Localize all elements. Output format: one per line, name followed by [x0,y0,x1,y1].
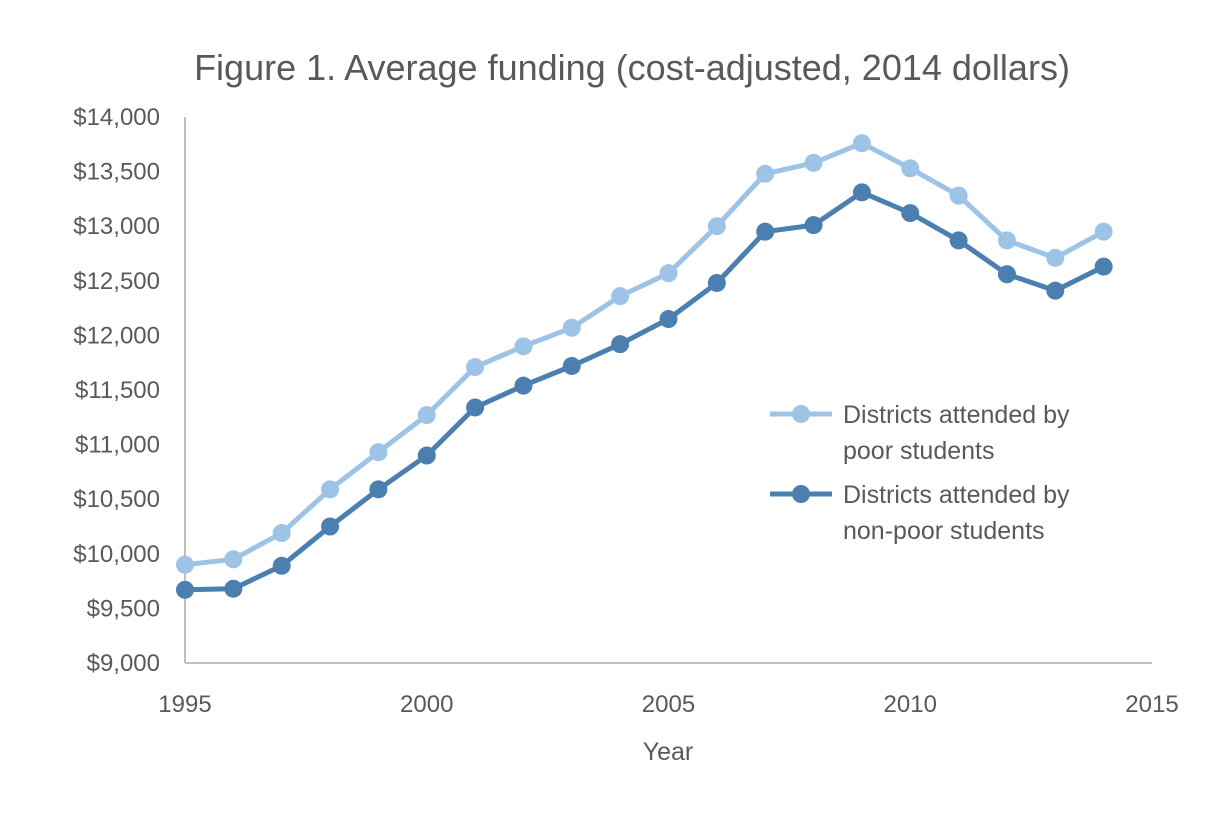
series-1-line [184,140,1105,568]
data-point [466,398,485,417]
data-point [321,517,340,536]
legend-marker-2 [792,485,810,503]
y-tick-label: $10,500 [73,486,160,513]
data-point [659,310,678,329]
data-point [707,217,726,236]
data-point [224,579,243,598]
legend-marker-1 [792,405,810,423]
y-tick-label: $12,000 [73,322,160,349]
data-point [997,231,1016,250]
x-axis-tick-labels: 1995 2000 2005 2010 2015 [158,691,1178,718]
y-tick-label: $11,500 [75,377,160,404]
data-point [949,186,968,205]
y-tick-label: $12,500 [73,268,160,295]
chart-title: Figure 1. Average funding (cost-adjusted… [194,47,1070,88]
y-tick-label: $9,000 [87,650,160,677]
legend-label-2: Districts attended by [843,481,1070,509]
data-point [852,183,871,202]
data-point [321,480,340,499]
data-point [272,556,291,575]
data-point [514,376,533,395]
data-point [369,480,388,499]
y-tick-label: $13,000 [73,213,160,240]
legend: Districts attended by poor students Distri… [770,401,1070,545]
data-point [756,164,775,183]
x-tick-label: 2000 [400,691,453,718]
data-point [176,580,194,599]
y-tick-label: $10,000 [73,541,160,568]
data-point [611,335,630,354]
data-point [1094,222,1113,241]
legend-label-2: non-poor students [843,517,1045,545]
data-point [417,446,436,465]
data-point [997,265,1016,284]
x-tick-label: 2010 [884,691,937,718]
legend-label-1: Districts attended by [843,401,1070,429]
series-layer [176,134,1113,599]
data-point [804,153,823,172]
x-tick-label: 2005 [642,691,695,718]
data-point [562,318,581,337]
data-point [562,356,581,375]
x-tick-label: 1995 [158,691,211,718]
data-point [804,216,823,235]
series-2 [176,183,1113,599]
data-point [659,264,678,283]
data-point [707,273,726,292]
series-2-line [184,189,1105,593]
series-1 [176,134,1113,574]
data-point [901,204,920,223]
y-tick-label: $14,000 [73,104,160,131]
data-point [611,287,630,306]
x-tick-label: 2015 [1125,691,1178,718]
x-axis-title: Year [643,738,694,766]
data-point [417,406,436,425]
data-point [1046,281,1065,300]
y-tick-label: $9,500 [87,595,160,622]
data-point [901,159,920,178]
y-axis-tick-labels: $9,000 $9,500 $10,000 $10,500 $11,000 $11,500… [73,104,160,677]
y-tick-label: $11,000 [75,432,160,459]
data-point [176,555,194,574]
data-point [1046,248,1065,267]
data-point [272,524,291,543]
data-point [1094,257,1113,276]
data-point [466,358,485,377]
data-point [949,231,968,250]
y-tick-label: $13,500 [73,159,160,186]
data-point [224,550,243,569]
data-point [756,222,775,241]
legend-label-1: poor students [843,437,995,465]
data-point [852,134,871,153]
data-point [514,337,533,356]
data-point [369,443,388,462]
